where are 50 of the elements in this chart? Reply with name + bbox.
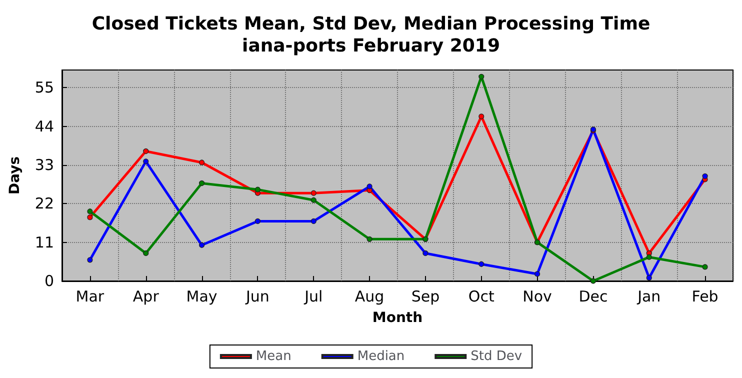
y-tick-label: 11 — [34, 233, 54, 252]
point — [478, 114, 484, 120]
point — [366, 236, 372, 242]
x-tick-label: Mar — [76, 288, 105, 306]
legend-label: Median — [357, 349, 405, 364]
point — [422, 250, 428, 256]
point — [534, 271, 540, 277]
y-tick-label: 33 — [34, 156, 54, 174]
point — [87, 257, 93, 263]
point — [646, 254, 652, 260]
chart-title: Closed Tickets Mean, Std Dev, Median Processing Time iana-ports February 2019 — [92, 14, 650, 56]
point — [478, 74, 484, 80]
x-tick-label: Oct — [468, 288, 494, 306]
x-tick-label: Feb — [692, 288, 718, 306]
point — [310, 197, 316, 203]
point — [702, 173, 708, 179]
point — [310, 218, 316, 224]
y-axis-title: Days — [7, 156, 23, 195]
point — [87, 208, 93, 214]
point — [702, 264, 708, 270]
x-axis-title: Month — [372, 310, 423, 326]
point — [198, 180, 205, 186]
point — [646, 275, 652, 281]
x-tick-label: Jan — [636, 288, 661, 306]
legend-label: Mean — [256, 349, 292, 364]
x-tick-label: Jul — [304, 288, 323, 306]
point — [143, 158, 149, 164]
point — [143, 250, 149, 256]
point — [366, 184, 372, 190]
x-tick-label: Apr — [132, 288, 160, 306]
x-tick-label: Jun — [244, 288, 270, 306]
y-tick-label: 55 — [34, 78, 54, 97]
y-tick-label: 0 — [44, 272, 54, 290]
x-tick-label: Nov — [522, 288, 552, 306]
point — [254, 218, 261, 224]
y-tick-label: 44 — [34, 117, 54, 136]
x-tick-label: May — [186, 288, 218, 306]
point — [198, 160, 205, 166]
point — [478, 261, 484, 267]
point — [143, 148, 149, 154]
point — [590, 278, 596, 284]
point — [198, 242, 205, 248]
legend-label: Std Dev — [470, 349, 522, 364]
point — [310, 190, 316, 196]
x-tick-label: Sep — [411, 288, 440, 306]
point — [254, 186, 261, 192]
x-tick-label: Dec — [578, 288, 608, 306]
y-tick-label: 22 — [34, 194, 54, 213]
point — [87, 214, 93, 220]
x-tick-label: Aug — [354, 288, 384, 306]
